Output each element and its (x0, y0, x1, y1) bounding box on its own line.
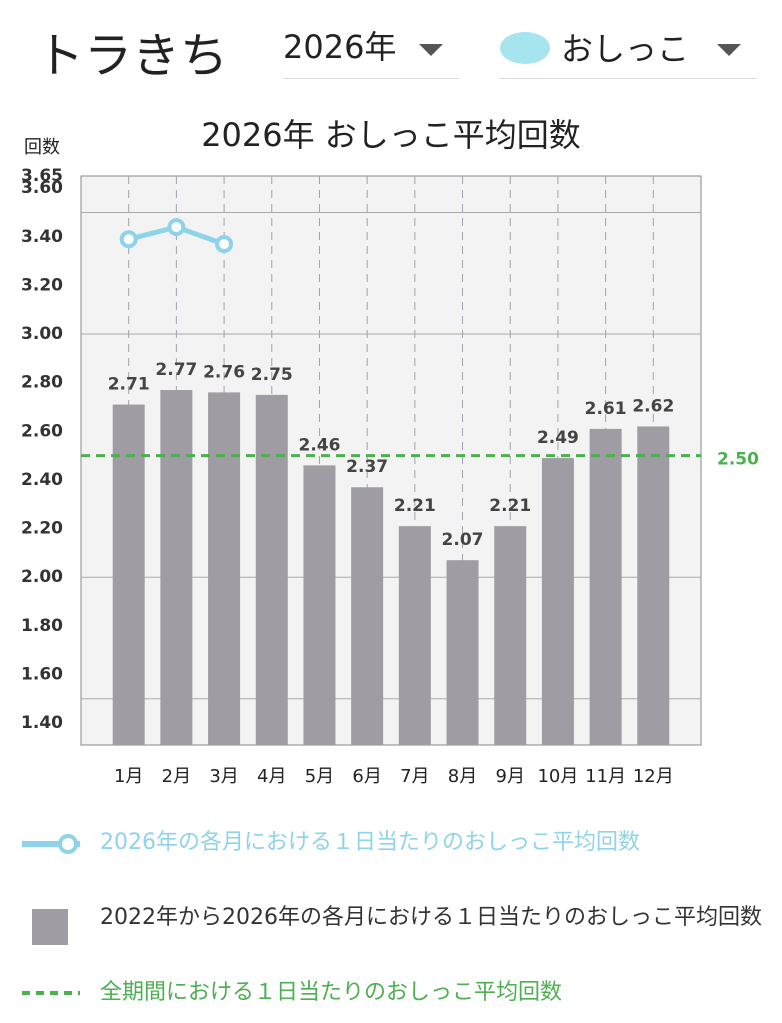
x-tick-label: 12月 (633, 766, 674, 787)
bar (208, 392, 241, 745)
category-icon (500, 32, 550, 64)
bar (398, 526, 431, 745)
legend-text: 2026年の各月における１日当たりのおしっこ平均回数 (100, 830, 640, 855)
y-tick-label: 1.60 (21, 664, 63, 684)
y-axis-label: 回数 (24, 137, 60, 158)
bar-value-label: 2.07 (442, 530, 484, 550)
legend-line-icon (22, 834, 80, 854)
bar-value-label: 2.49 (537, 428, 579, 448)
bar (112, 404, 145, 745)
dropdown-arrow (717, 44, 741, 56)
bar-value-label: 2.61 (585, 399, 627, 419)
legend-item: 2026年の各月における１日当たりのおしっこ平均回数 (20, 830, 770, 856)
x-tick-label: 7月 (400, 766, 429, 787)
x-tick-label: 10月 (537, 766, 578, 787)
x-tick-label: 6月 (352, 766, 381, 787)
bar-value-label: 2.21 (489, 496, 531, 516)
y-tick-label: 2.60 (21, 421, 63, 441)
y-tick-label: 2.40 (21, 470, 63, 490)
bar-value-label: 2.71 (108, 375, 150, 395)
x-tick-label: 11月 (585, 766, 626, 787)
y-tick-label: 3.65 (21, 166, 63, 186)
app-title: トラきち (36, 28, 229, 84)
bar (160, 389, 193, 745)
x-tick-label: 4月 (257, 766, 286, 787)
year-text: 2026年 (283, 28, 397, 66)
category-text: おしっこ (561, 30, 690, 68)
legend-text: 全期間における１日当たりのおしっこ平均回数 (100, 980, 563, 1005)
y-tick-label: 2.80 (21, 373, 63, 393)
legend-item: 全期間における１日当たりのおしっこ平均回数 (20, 980, 770, 1006)
chart: 2026年 おしっこ平均回数 回数 1.40 1.60 1.80 2.00 2.20 2.… (21, 116, 759, 787)
bar (541, 458, 574, 745)
chart-title: 2026年 おしっこ平均回数 (201, 116, 581, 154)
x-tick-label: 1月 (114, 766, 143, 787)
y-tick-label: 2.20 (21, 519, 63, 539)
bar (351, 487, 384, 745)
bar (637, 426, 670, 745)
x-tick-label: 8月 (448, 766, 477, 787)
y-tick-label: 2.00 (21, 567, 63, 587)
y-tick-label: 3.60 (21, 178, 63, 198)
bar (589, 428, 622, 745)
line-marker (167, 218, 186, 237)
bar-value-label: 2.21 (394, 496, 436, 516)
category-dropdown[interactable]: おしっこ (499, 22, 757, 79)
legend-item: 2022年から2026年の各月における１日当たりのおしっこ平均回数 (20, 905, 770, 945)
y-tick-label: 1.40 (21, 713, 63, 733)
x-tick-label: 5月 (305, 766, 334, 787)
y-tick-label: 3.40 (21, 227, 63, 247)
x-tick-label: 9月 (496, 766, 525, 787)
bar-value-label: 2.62 (632, 396, 674, 416)
legend-bar-icon (32, 909, 68, 945)
bar (303, 465, 336, 745)
bar-value-label: 2.76 (203, 362, 245, 382)
y-tick-label: 3.20 (21, 275, 63, 295)
x-tick-label: 2月 (162, 766, 191, 787)
legend-reference-icon (22, 991, 80, 995)
legend-text: 2022年から2026年の各月における１日当たりのおしっこ平均回数 (100, 905, 762, 930)
bar (446, 560, 479, 745)
line-marker (119, 230, 138, 249)
bar (494, 526, 527, 745)
bar-value-label: 2.77 (155, 360, 197, 380)
y-tick-label: 1.80 (21, 616, 63, 636)
year-dropdown[interactable]: 2026年 (283, 22, 459, 79)
y-tick-label: 3.00 (21, 324, 63, 344)
bar-value-label: 2.37 (346, 457, 388, 477)
bar-value-label: 2.46 (298, 435, 340, 455)
reference-label: 2.50 (717, 450, 759, 470)
line-marker (215, 235, 234, 254)
bar-value-label: 2.75 (251, 365, 293, 385)
x-tick-label: 3月 (209, 766, 238, 787)
bar (255, 394, 288, 745)
dropdown-arrow (419, 44, 443, 56)
